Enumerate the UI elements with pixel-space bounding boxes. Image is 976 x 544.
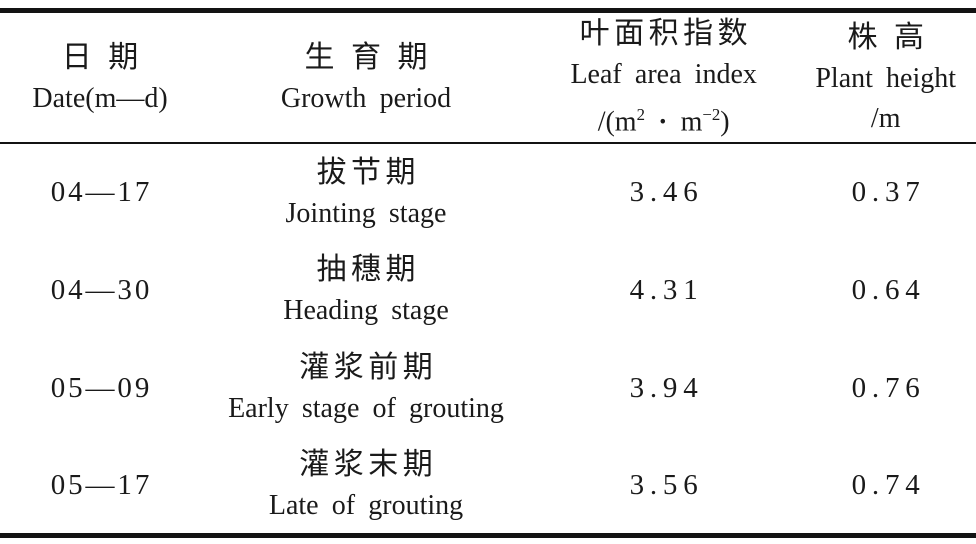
plant-height-cell: 0.74 [851,468,926,501]
growth-period-cell: 灌浆前期 Early stage of grouting [200,339,532,437]
lai-unit-sup-2: 2 [636,105,645,124]
growth-period-cell: 灌浆末期 Late of grouting [200,437,532,535]
lai-unit-open: /(m [597,106,637,138]
leaf-area-index-cell: 3.94 [629,371,704,404]
col-header-growth-period-en: Growth period [280,82,452,114]
date-cell: 04—17 [50,176,153,209]
growth-period-en: Late of grouting [268,490,464,522]
lai-unit-close: ) [720,106,730,138]
leaf-area-index-cell: 3.46 [629,176,704,209]
header-row: 日期 Date(m—d) 生育期 Growth period 叶面积指数 Lea… [0,11,976,144]
lai-unit-m: m [680,106,703,138]
table-row: 05—17 灌浆末期 Late of grouting 3.56 0.74 [0,437,976,535]
col-header-plant-height: 株高 Plant height /m [795,11,976,144]
growth-period-cell: 拔节期 Jointing stage [200,143,532,241]
col-header-lai-en: Leaf area index [570,59,757,90]
table-body: 04—17 拔节期 Jointing stage 3.46 0.37 04—30… [0,143,976,535]
col-header-plant-height-unit: /m [870,102,901,134]
col-header-lai-unit: /(m2 · m−2) [532,95,796,142]
col-header-leaf-area-index: 叶面积指数 Leaf area index /(m2 · m−2) [532,11,796,144]
growth-period-en: Early stage of grouting [228,393,504,425]
leaf-area-index-cell: 3.56 [629,468,704,501]
crop-growth-table: 日期 Date(m—d) 生育期 Growth period 叶面积指数 Lea… [0,8,976,538]
table-row: 04—30 抽穗期 Heading stage 4.31 0.64 [0,241,976,339]
plant-height-cell: 0.76 [851,371,926,404]
table-row: 04—17 拔节期 Jointing stage 3.46 0.37 [0,143,976,241]
col-header-date-en: Date(m—d) [32,82,168,114]
col-header-lai-cn: 叶面积指数 [579,17,753,50]
col-header-date: 日期 Date(m—d) [0,11,200,144]
col-header-growth-period-cn: 生育期 [304,40,444,74]
plant-height-cell: 0.37 [851,176,926,209]
growth-period-cn: 灌浆末期 [299,448,438,482]
table-header: 日期 Date(m—d) 生育期 Growth period 叶面积指数 Lea… [0,11,976,144]
lai-unit-dot: · [644,106,681,138]
table-row: 05—09 灌浆前期 Early stage of grouting 3.94 … [0,339,976,437]
col-header-date-cn: 日期 [61,40,155,74]
growth-period-cn: 抽穗期 [316,253,420,287]
col-header-plant-height-en: Plant height [815,62,957,94]
growth-period-cn: 拔节期 [316,155,420,189]
date-cell: 05—09 [50,371,153,404]
date-cell: 04—30 [50,273,153,306]
growth-period-en: Heading stage [283,295,449,327]
leaf-area-index-cell: 4.31 [629,273,704,306]
date-cell: 05—17 [50,468,153,501]
plant-height-cell: 0.64 [851,273,926,306]
growth-period-cn: 灌浆前期 [299,351,438,385]
growth-period-en: Jointing stage [285,197,447,229]
col-header-plant-height-cn: 株高 [847,20,941,54]
lai-unit-sup-minus-2: −2 [702,105,721,124]
col-header-growth-period: 生育期 Growth period [200,11,532,144]
growth-period-cell: 抽穗期 Heading stage [200,241,532,339]
